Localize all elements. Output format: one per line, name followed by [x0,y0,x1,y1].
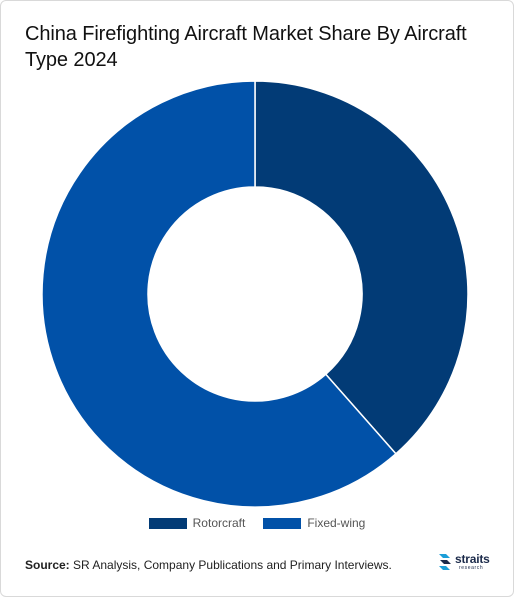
source-label: Source: [25,558,70,572]
logo-name: straits [455,552,490,566]
source-note: Source: SR Analysis, Company Publication… [25,558,392,572]
legend-label-rotorcraft: Rotorcraft [192,516,246,530]
legend-item-fixed-wing[interactable]: Fixed-wing [263,516,365,530]
legend-swatch-fixed-wing [263,517,302,529]
straits-research-logo: straits research [437,552,497,574]
legend-swatch-rotorcraft [148,517,187,529]
legend-item-rotorcraft[interactable]: Rotorcraft [148,516,246,530]
donut-slice-fixed-wing[interactable] [41,80,397,508]
logo-mark-icon [439,554,451,570]
legend-label-fixed-wing: Fixed-wing [307,516,366,530]
chart-title: China Firefighting Aircraft Market Share… [25,23,467,71]
logo-sub: research [459,565,484,571]
chart-legend: Rotorcraft Fixed-wing [1,516,513,530]
donut-slice-rotorcraft[interactable] [254,80,469,455]
source-text: SR Analysis, Company Publications and Pr… [69,558,392,572]
donut-chart [41,80,469,508]
